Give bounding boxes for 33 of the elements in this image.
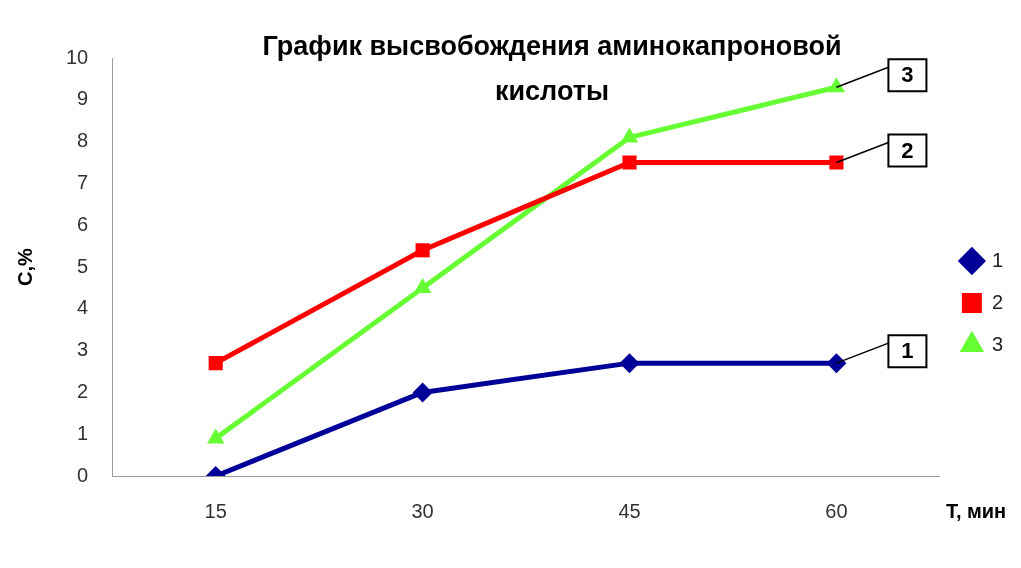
legend-label: 3 bbox=[991, 332, 1003, 355]
y-tick-label: 5 bbox=[77, 254, 89, 277]
point bbox=[620, 127, 639, 143]
point bbox=[827, 77, 846, 93]
y-tick-label: 10 bbox=[66, 45, 89, 68]
legend-label: 2 bbox=[991, 290, 1003, 313]
chart-title: График высвобождения аминокапроновой кислоты bbox=[262, 31, 842, 107]
y-tick-label: 4 bbox=[77, 296, 89, 319]
annotation: 1 bbox=[901, 338, 914, 364]
y-tick-label: 3 bbox=[77, 338, 89, 361]
y-tick-label: 8 bbox=[77, 129, 89, 152]
annotation: 3 bbox=[901, 62, 914, 88]
y-axis-title: C,% bbox=[13, 247, 36, 286]
y-tick-label: 6 bbox=[77, 212, 89, 235]
y-tick-label: 2 bbox=[77, 379, 89, 402]
point bbox=[829, 155, 844, 170]
x-tick-label: 30 bbox=[411, 499, 434, 522]
y-tick-label: 1 bbox=[77, 421, 89, 444]
point bbox=[415, 243, 430, 258]
y-tick-label: 0 bbox=[77, 463, 89, 486]
point bbox=[622, 155, 637, 170]
x-axis-title: T, мин bbox=[945, 499, 1007, 522]
y-tick-label: 9 bbox=[77, 87, 89, 110]
point bbox=[826, 353, 847, 374]
x-tick-label: 45 bbox=[618, 499, 641, 522]
point bbox=[619, 353, 640, 374]
point bbox=[208, 356, 223, 371]
x-tick-label: 60 bbox=[825, 499, 848, 522]
point bbox=[412, 382, 433, 403]
y-tick-label: 7 bbox=[77, 170, 89, 193]
x-tick-label: 15 bbox=[204, 499, 227, 522]
annotation: 2 bbox=[901, 137, 914, 163]
legend-label: 1 bbox=[991, 248, 1003, 271]
